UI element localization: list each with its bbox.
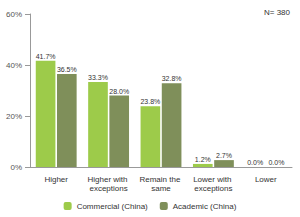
svg-text:60%: 60% — [6, 10, 22, 19]
svg-text:33.3%: 33.3% — [88, 74, 108, 81]
svg-text:same: same — [151, 184, 171, 193]
svg-text:40%: 40% — [6, 61, 22, 70]
svg-text:0.0%: 0.0% — [268, 159, 284, 166]
svg-text:exceptions: exceptions — [194, 184, 232, 193]
svg-text:28.0%: 28.0% — [109, 88, 129, 95]
svg-text:Lower: Lower — [255, 175, 277, 184]
svg-text:Lower with: Lower with — [193, 175, 233, 184]
svg-text:32.8%: 32.8% — [162, 75, 182, 82]
svg-text:36.5%: 36.5% — [57, 66, 77, 73]
svg-text:23.8%: 23.8% — [140, 98, 160, 105]
svg-text:Commercial (China): Commercial (China) — [77, 202, 148, 211]
svg-text:0.0%: 0.0% — [247, 159, 263, 166]
svg-text:1.2%: 1.2% — [195, 156, 211, 163]
svg-text:Academic (China): Academic (China) — [173, 202, 237, 211]
svg-text:41.7%: 41.7% — [36, 53, 56, 60]
svg-text:Higher: Higher — [44, 175, 68, 184]
svg-text:exceptions: exceptions — [89, 184, 127, 193]
svg-text:2.7%: 2.7% — [216, 152, 232, 159]
svg-text:Remain the: Remain the — [139, 175, 182, 184]
svg-text:20%: 20% — [6, 112, 22, 121]
svg-text:0%: 0% — [10, 163, 22, 172]
svg-text:N= 380: N= 380 — [264, 8, 291, 17]
svg-text:Higher with: Higher with — [87, 175, 129, 184]
